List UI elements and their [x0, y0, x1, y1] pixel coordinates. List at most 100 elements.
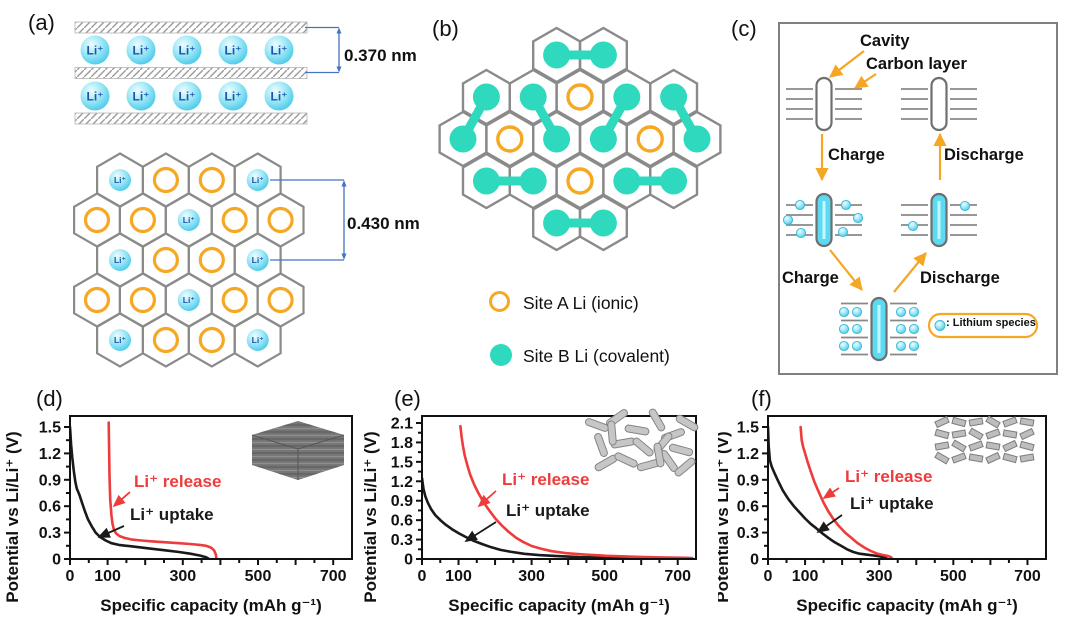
- release-arrow: [112, 491, 131, 508]
- interlayer-spacing-label: 0.370 nm: [344, 46, 417, 65]
- site-b-dot-icon: [490, 344, 512, 366]
- carbon-tile: [1002, 416, 1018, 428]
- site-a-ring: [152, 326, 179, 354]
- release-curve: [107, 421, 218, 558]
- li-ion-label: Li⁺: [133, 43, 150, 57]
- carbon-ribbon: [668, 443, 694, 457]
- panel-e-chart: 0 100 300 500 700 0 0.3 0.6 0.9 1.2 1.5 1.8 2.1 Speci…: [360, 385, 718, 635]
- disordered-carbon-inset: [585, 408, 699, 477]
- carbon-tile: [1019, 440, 1035, 452]
- carbon-tile: [985, 451, 1001, 465]
- hexagon-outline: [233, 312, 282, 368]
- y-tick-label: 1.2: [391, 474, 413, 491]
- hexagon-fill: [556, 154, 604, 208]
- li-ion-label: Li⁺: [183, 215, 195, 225]
- site-b-atom: [543, 41, 571, 69]
- y-tick-label: 1.5: [39, 420, 61, 437]
- charge-top-label: Charge: [828, 146, 885, 164]
- hexagon-outline: [672, 110, 722, 168]
- plot-frame: [69, 415, 353, 560]
- panel-c-label: (c): [731, 16, 757, 41]
- panel-f-chart: 0 100 300 500 700 0 0.3 0.6 0.9 1.2 1.5 Specific ca…: [718, 385, 1080, 635]
- release-curve: [799, 425, 894, 558]
- chart-svg: 0 100 300 500 700 0 0.3 0.6 0.9 1.2 1.5 Specific ca…: [3, 415, 353, 615]
- li-ion-label: Li⁺: [252, 335, 264, 345]
- panel-b-diagram: [438, 26, 722, 252]
- orange-arrow: [854, 73, 877, 89]
- y-tick-label: 1.2: [737, 446, 759, 463]
- dimension-arrowhead: [341, 253, 347, 260]
- plot-frame: [767, 415, 1047, 560]
- carbon-tile: [1019, 427, 1035, 441]
- y-tick-label: 0.9: [737, 472, 759, 489]
- release-arrow: [477, 490, 497, 508]
- orange-arrow: [829, 50, 865, 78]
- site-a-ring: [198, 246, 225, 274]
- site-b-atom: [613, 83, 641, 111]
- li-ion-sphere: [126, 35, 156, 65]
- lithium-species-dot: [837, 226, 849, 238]
- charge-bottom-label: Charge: [782, 269, 839, 287]
- site-b-atom: [543, 209, 571, 237]
- release-arrow: [822, 487, 840, 499]
- y-tick-label: 0.6: [39, 499, 61, 516]
- carbon-tile: [934, 428, 950, 440]
- site-b-atom: [449, 125, 477, 153]
- site-b-atom: [589, 41, 617, 69]
- hexagon-fill: [626, 112, 674, 166]
- lithium-species-dot: [908, 340, 920, 352]
- site-spacing-label: 0.430 nm: [347, 214, 420, 233]
- uptake-arrow: [816, 514, 843, 534]
- li-ion-sphere: [264, 81, 294, 111]
- orange-arrow: [829, 249, 863, 291]
- li-ion-sphere: [80, 81, 110, 111]
- lithium-species-dot: [895, 306, 907, 318]
- site-a-ring: [129, 206, 156, 234]
- li-ion-sphere: [264, 35, 294, 65]
- site-a-ring: [267, 286, 294, 314]
- carbon-tile: [968, 440, 984, 452]
- li-ion-label: Li⁺: [179, 43, 196, 57]
- site-a-ring-icon: [489, 291, 510, 312]
- aligned-stacks-inset: [934, 415, 1035, 465]
- y-axis-title: Potential vs Li/Li⁺ (V): [3, 431, 22, 602]
- x-tick-label: 100: [94, 568, 121, 585]
- hexagon-fill: [74, 273, 120, 327]
- hexagon-outline: [649, 68, 699, 126]
- li-ion-label: Li⁺: [183, 295, 195, 305]
- site-b-atom: [660, 83, 688, 111]
- li-ion-label: Li⁺: [271, 89, 288, 103]
- li-ion-sphere: [246, 329, 269, 351]
- x-tick-label: 100: [792, 568, 819, 585]
- lithium-species-dot: [838, 323, 850, 335]
- panel-b-label: (b): [432, 16, 459, 41]
- lithium-species-dot: [852, 212, 864, 224]
- carbon-tile: [1002, 452, 1018, 464]
- carbon-ribbon: [674, 457, 696, 477]
- site-a-ring: [267, 206, 294, 234]
- li-ion-label: Li⁺: [114, 255, 126, 265]
- y-tick-label: 0: [750, 552, 759, 569]
- release-annotation: Li⁺ release: [845, 467, 932, 486]
- y-tick-label: 0.3: [391, 532, 413, 549]
- lithium-species-dot: [895, 340, 907, 352]
- carbon-tile: [951, 416, 967, 428]
- x-tick-label: 500: [940, 568, 967, 585]
- hexagon-fill: [211, 273, 258, 327]
- x-axis-title: Specific capacity (mAh g⁻¹): [100, 596, 322, 615]
- lithium-species-dot: [840, 199, 852, 211]
- li-ion-label: Li⁺: [225, 43, 242, 57]
- x-axis-title: Specific capacity (mAh g⁻¹): [796, 596, 1018, 615]
- dimension-arrowhead: [341, 180, 347, 187]
- carbon-ribbon: [632, 437, 654, 457]
- hexagon-fill: [211, 193, 258, 247]
- lithium-species-dot: [838, 306, 850, 318]
- li-ion-sphere: [109, 249, 131, 271]
- carbon-ribbon: [653, 442, 665, 468]
- y-tick-label: 0.6: [391, 513, 413, 530]
- plot-frame: [421, 415, 697, 560]
- site-b-atom: [660, 167, 688, 195]
- hexagon-fill: [486, 112, 534, 166]
- li-ion-label: Li⁺: [87, 89, 104, 103]
- stack-edges: [251, 434, 345, 480]
